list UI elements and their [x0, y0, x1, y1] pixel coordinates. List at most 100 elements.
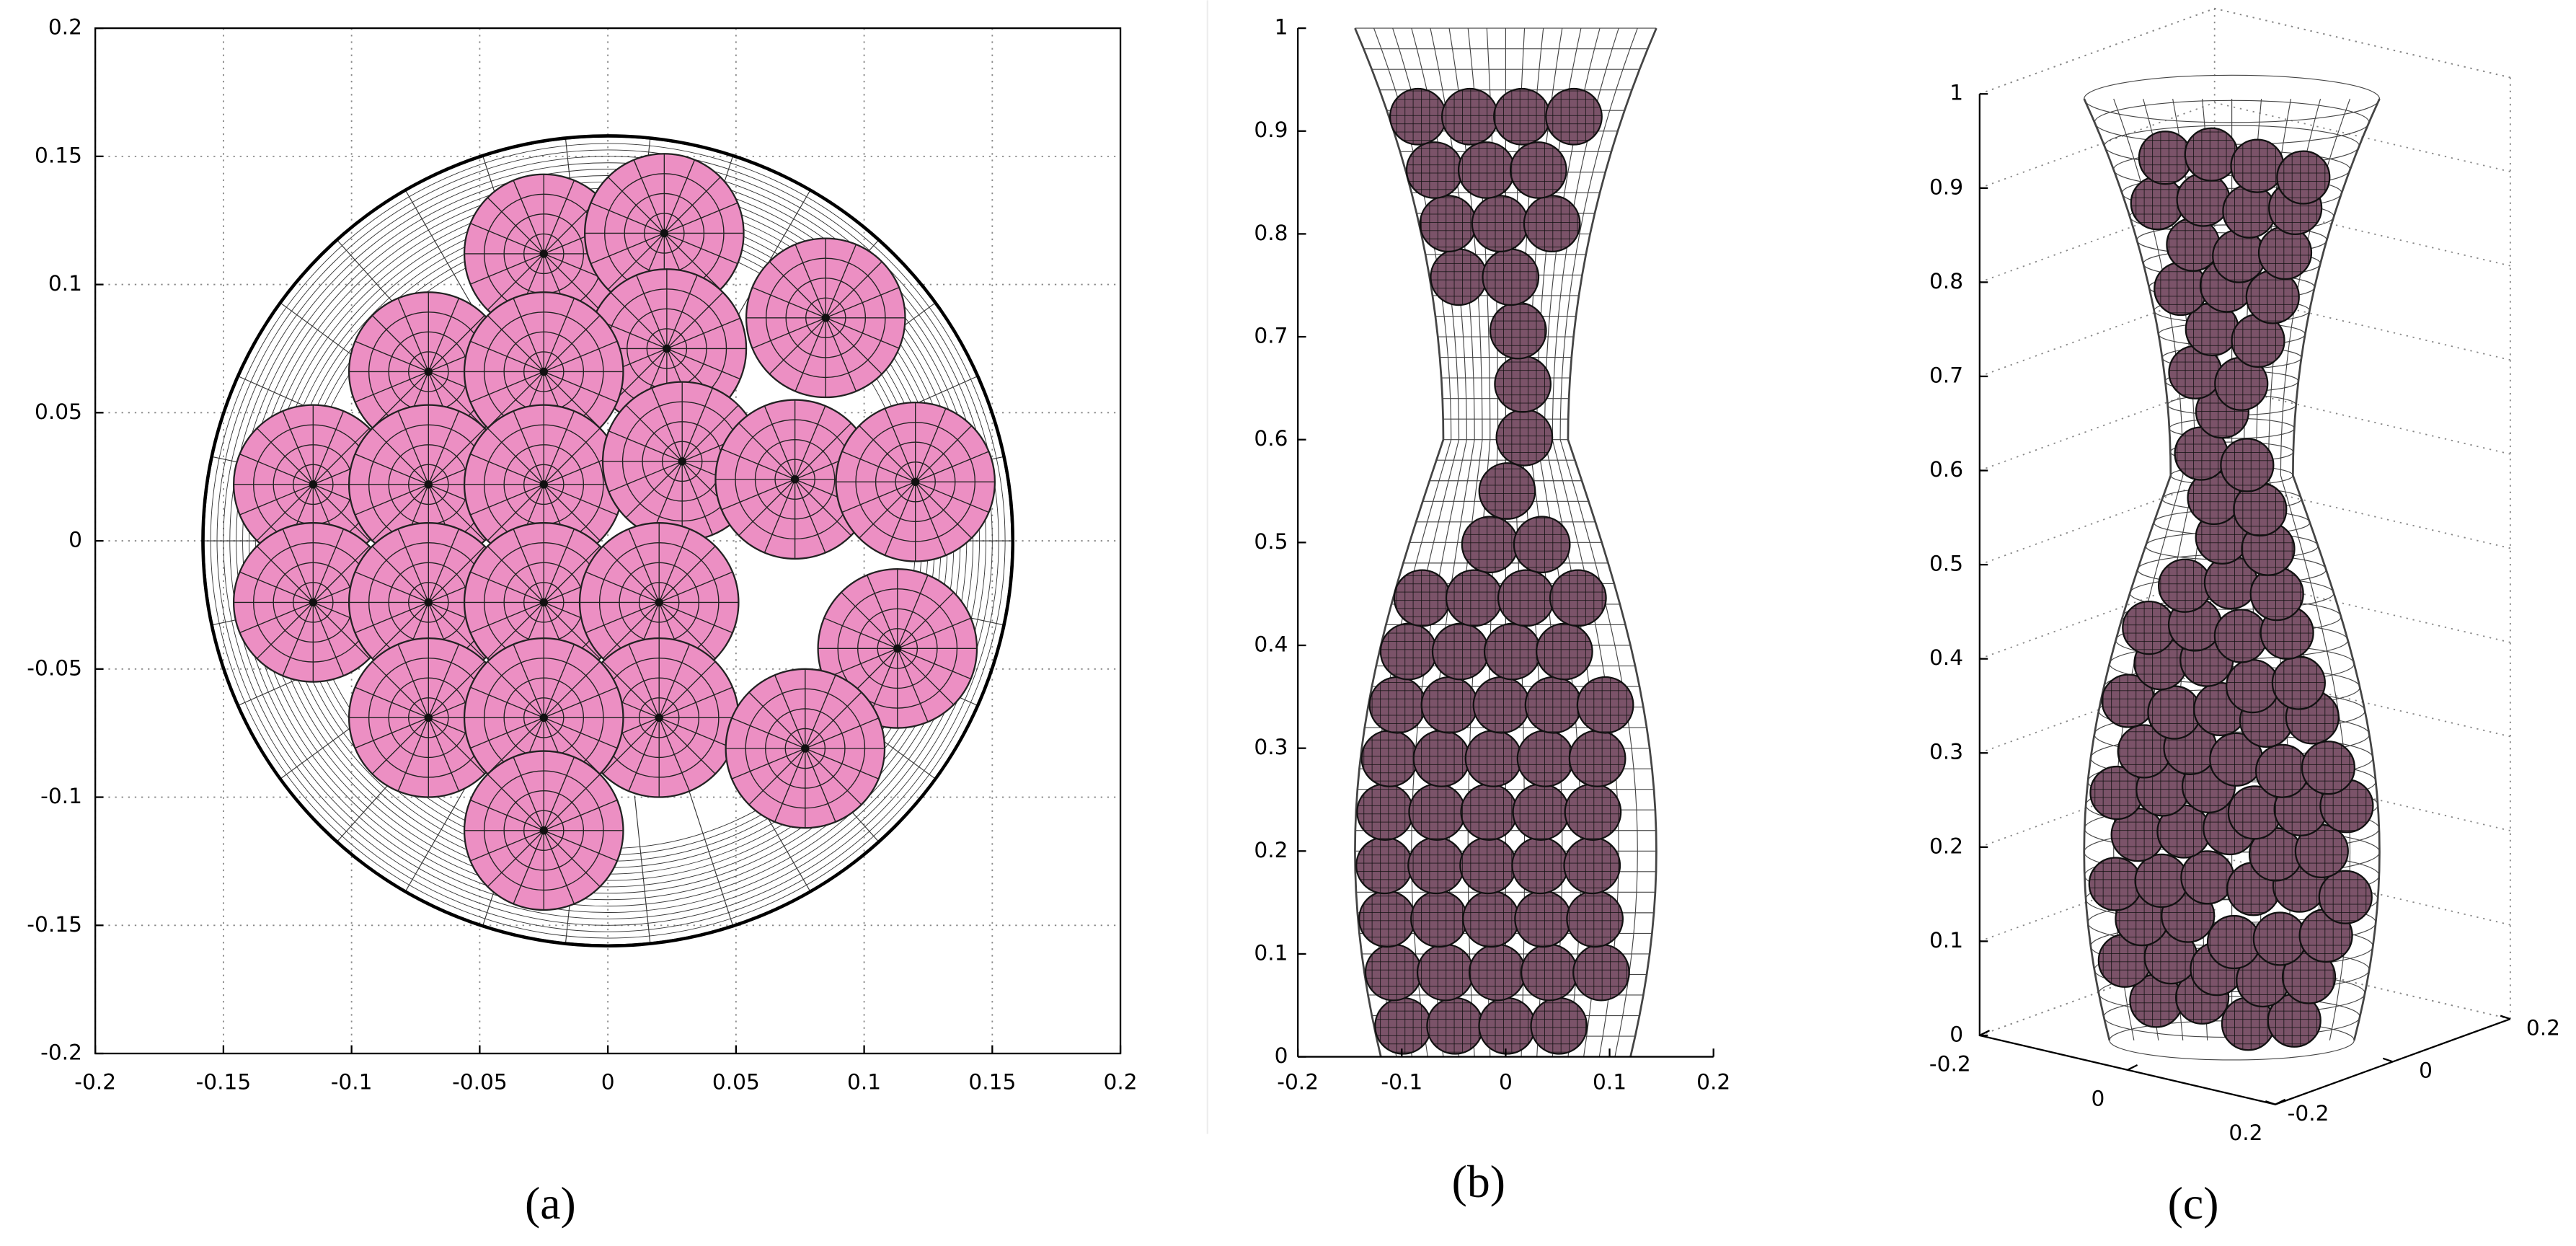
- sphere: [2212, 229, 2267, 283]
- sphere-pole: [309, 598, 318, 607]
- sphere-meridian: [355, 686, 429, 718]
- sphere: [2166, 217, 2221, 272]
- sphere-meridian: [543, 428, 601, 485]
- x-tick-label: -0.05: [452, 1070, 508, 1095]
- sphere-meridian: [585, 571, 660, 604]
- sphere-meridian: [355, 340, 429, 373]
- sphere-meridian: [658, 686, 733, 718]
- sphere-meridian: [607, 177, 665, 234]
- sphere-meridian: [470, 601, 544, 634]
- sphere-group: [583, 153, 745, 314]
- sphere-meridian: [371, 660, 429, 718]
- sphere-meridian: [543, 371, 601, 428]
- sphere-meridian: [897, 648, 955, 705]
- sphere-pole: [424, 367, 433, 376]
- sphere: [2276, 150, 2331, 205]
- sphere-meridian: [487, 601, 544, 659]
- sphere-meridian: [487, 253, 544, 311]
- sphere: [1494, 355, 1552, 413]
- panel-label: (a): [525, 1177, 576, 1229]
- sphere-group: [463, 637, 624, 798]
- y-tick-label: 0.6: [1254, 426, 1288, 451]
- sphere-meridian: [355, 484, 429, 516]
- sphere-meridian: [256, 601, 314, 659]
- sphere-meridian: [470, 454, 544, 485]
- sphere-meridian: [470, 799, 544, 831]
- sphere-meridian: [470, 371, 544, 403]
- sphere-meridian: [428, 545, 485, 603]
- y-tick-label: -0.05: [27, 655, 82, 680]
- sphere-meridian: [825, 317, 882, 375]
- sphere-meridian: [543, 315, 601, 372]
- sphere: [2138, 131, 2192, 185]
- sphere-meridian: [355, 571, 429, 604]
- sphere-meridian: [763, 479, 796, 553]
- sphere-meridian: [628, 529, 660, 603]
- sphere-meridian: [397, 529, 429, 603]
- sphere-meridian: [752, 286, 826, 319]
- sphere-pole: [539, 713, 548, 723]
- sphere-meridian: [664, 232, 738, 265]
- sphere-meridian: [628, 644, 660, 718]
- y-tick-label: -0.2: [2288, 1101, 2329, 1126]
- sphere-meridian: [428, 529, 460, 603]
- sphere-meridian: [658, 601, 733, 634]
- z-tick-label: 0: [1949, 1022, 1963, 1046]
- sphere: [1512, 783, 1570, 841]
- sphere: [1441, 87, 1499, 146]
- sphere-meridian: [731, 717, 806, 749]
- sphere-meridian: [355, 601, 429, 634]
- sphere-meridian: [841, 451, 916, 482]
- sphere-meridian: [841, 591, 898, 649]
- sphere: [2301, 741, 2355, 795]
- x-tick-label: -0.2: [74, 1070, 116, 1095]
- sphere-meridian: [355, 454, 429, 485]
- sphere-meridian: [487, 315, 544, 372]
- sphere-meridian: [543, 830, 601, 888]
- wire-spoke: [634, 795, 651, 944]
- sphere: [2158, 558, 2213, 613]
- sphere-meridian: [428, 298, 460, 372]
- sphere: [1459, 836, 1517, 895]
- grid-line: [1979, 7, 2511, 95]
- sphere-meridian: [915, 481, 973, 539]
- z-tick-label: 0.1: [1929, 928, 1963, 953]
- wire-line: [1567, 27, 1657, 1057]
- sphere-meridian: [371, 428, 429, 485]
- sphere: [1431, 622, 1490, 681]
- sphere: [2134, 853, 2189, 908]
- sphere-pole: [309, 480, 318, 489]
- sphere-pole: [424, 598, 433, 607]
- panel-label: (c): [2168, 1177, 2219, 1229]
- sphere-meridian: [312, 428, 370, 485]
- sphere-meridian: [658, 529, 691, 603]
- x-tick-label: 0.1: [1593, 1070, 1626, 1095]
- sphere: [1530, 997, 1588, 1055]
- sphere-meridian: [543, 601, 601, 659]
- sphere-meridian: [681, 387, 714, 462]
- sphere: [1460, 783, 1518, 841]
- sphere-meridian: [239, 571, 314, 604]
- sphere-pole: [821, 314, 830, 322]
- sphere-meridian: [355, 371, 429, 403]
- sphere-meridian: [312, 410, 345, 485]
- sphere-meridian: [825, 244, 857, 319]
- z-tick-label: 0.5: [1929, 552, 1963, 576]
- sphere-meridian: [428, 644, 460, 718]
- sphere-meridian: [748, 692, 806, 749]
- vessel-rim: [201, 134, 1015, 947]
- sphere-meridian: [543, 717, 601, 774]
- sphere-meridian: [543, 253, 601, 311]
- x-tick-label: 0.15: [968, 1070, 1016, 1095]
- x-tick-label: -0.15: [196, 1070, 252, 1095]
- sphere: [2249, 567, 2304, 622]
- sphere-meridian: [470, 253, 544, 285]
- sphere-pole: [424, 713, 433, 723]
- sphere-meridian: [763, 405, 796, 480]
- sphere-pole: [663, 344, 671, 353]
- sphere-meridian: [602, 660, 660, 718]
- sphere-meridian: [470, 484, 544, 516]
- sphere: [1514, 890, 1572, 948]
- sphere-meridian: [543, 756, 575, 831]
- sphere-meridian: [371, 717, 429, 774]
